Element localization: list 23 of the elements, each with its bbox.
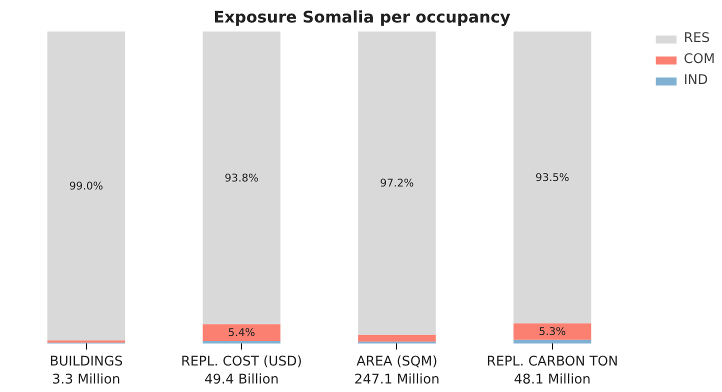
data-label: 93.5%	[535, 170, 570, 184]
chart-title: Exposure Somalia per occupancy	[214, 8, 512, 26]
data-label: 5.4%	[228, 326, 256, 340]
bar	[47, 32, 126, 340]
bar	[47, 340, 126, 343]
legend-label: IND	[684, 73, 708, 88]
x-tick-label: REPL. COST (USD) 49.4 Billion	[181, 354, 302, 388]
bar	[202, 32, 280, 324]
bar	[514, 340, 592, 344]
data-label: 99.0%	[69, 179, 104, 192]
bar	[358, 32, 436, 335]
bar	[514, 323, 592, 340]
legend-label: COM	[684, 52, 715, 67]
bar	[202, 324, 280, 342]
x-tick-label: REPL. CARBON TON 48.1 Million	[486, 354, 618, 388]
x-tick-label: AREA (SQM) 247.1 Million	[354, 354, 440, 388]
x-tick-label: BUILDINGS 3.3 Million	[50, 354, 123, 388]
data-label: 93.8%	[224, 171, 259, 184]
data-label: 5.3%	[538, 324, 566, 338]
bar	[358, 334, 436, 342]
bar	[514, 32, 592, 324]
legend-label: RES	[684, 31, 710, 46]
data-label: 97.2%	[380, 176, 414, 190]
